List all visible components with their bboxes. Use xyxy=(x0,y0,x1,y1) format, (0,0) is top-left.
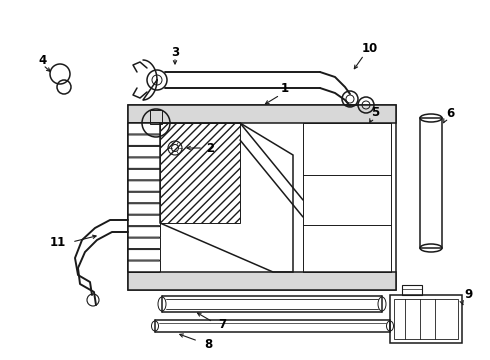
Text: 10: 10 xyxy=(362,41,378,54)
Bar xyxy=(128,105,396,123)
Bar xyxy=(128,105,396,290)
Bar xyxy=(420,118,442,248)
Text: 11: 11 xyxy=(50,235,66,248)
Text: 5: 5 xyxy=(371,105,379,118)
Bar xyxy=(128,272,396,290)
Text: 1: 1 xyxy=(281,81,289,95)
Bar xyxy=(150,110,162,124)
Text: 2: 2 xyxy=(206,141,214,154)
Text: 7: 7 xyxy=(218,319,226,332)
Text: 9: 9 xyxy=(464,288,472,302)
Text: 6: 6 xyxy=(446,107,454,120)
Bar xyxy=(390,295,462,343)
Text: 3: 3 xyxy=(171,45,179,59)
Bar xyxy=(394,299,458,339)
Text: 8: 8 xyxy=(204,338,212,351)
Bar xyxy=(402,285,422,295)
Bar xyxy=(303,123,391,272)
Text: 4: 4 xyxy=(39,54,47,67)
Bar xyxy=(160,123,240,223)
